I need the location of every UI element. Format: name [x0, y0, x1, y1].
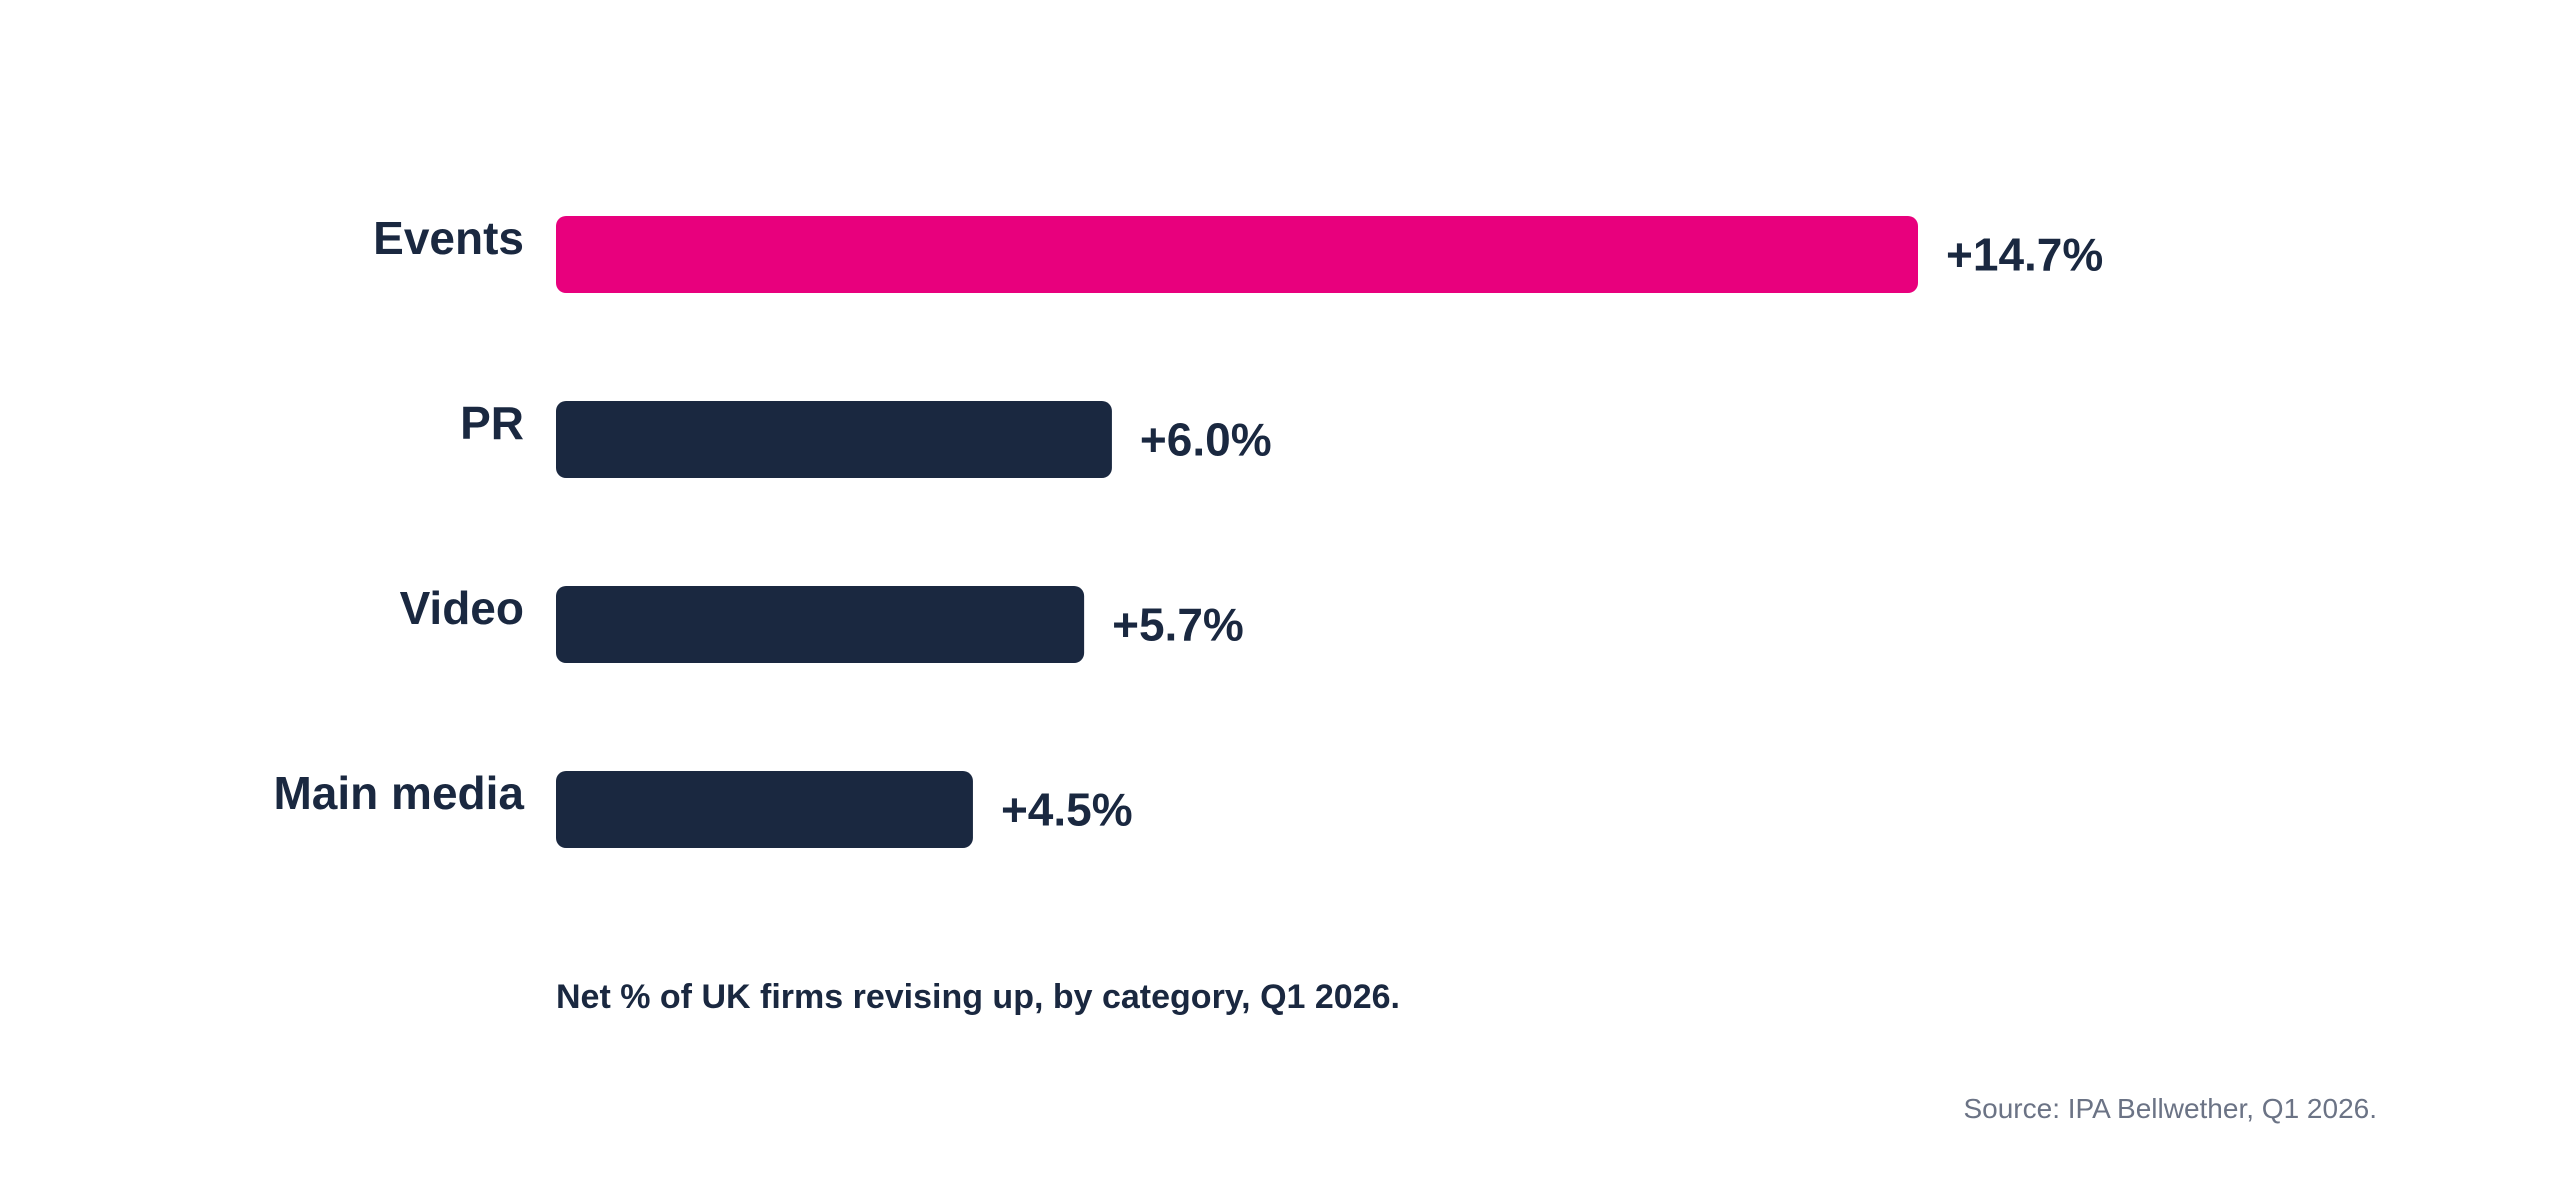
bar-pr: [556, 401, 1112, 478]
source-note: Source: IPA Bellwether, Q1 2026.: [1963, 1093, 2377, 1124]
category-label-main-media: Main media: [273, 767, 524, 819]
value-label-events: +14.7%: [1946, 229, 2103, 281]
value-label-pr: +6.0%: [1140, 414, 1272, 466]
chart-caption: Net % of UK firms revising up, by catego…: [556, 978, 1400, 1016]
category-label-events: Events: [373, 212, 524, 264]
category-label-video: Video: [400, 582, 524, 634]
bar-events: [556, 216, 1918, 293]
value-label-main-media: +4.5%: [1001, 784, 1133, 836]
category-label-pr: PR: [460, 397, 524, 449]
bar-main-media: [556, 771, 973, 848]
bar-video: [556, 586, 1085, 663]
value-label-video: +5.7%: [1112, 599, 1244, 651]
